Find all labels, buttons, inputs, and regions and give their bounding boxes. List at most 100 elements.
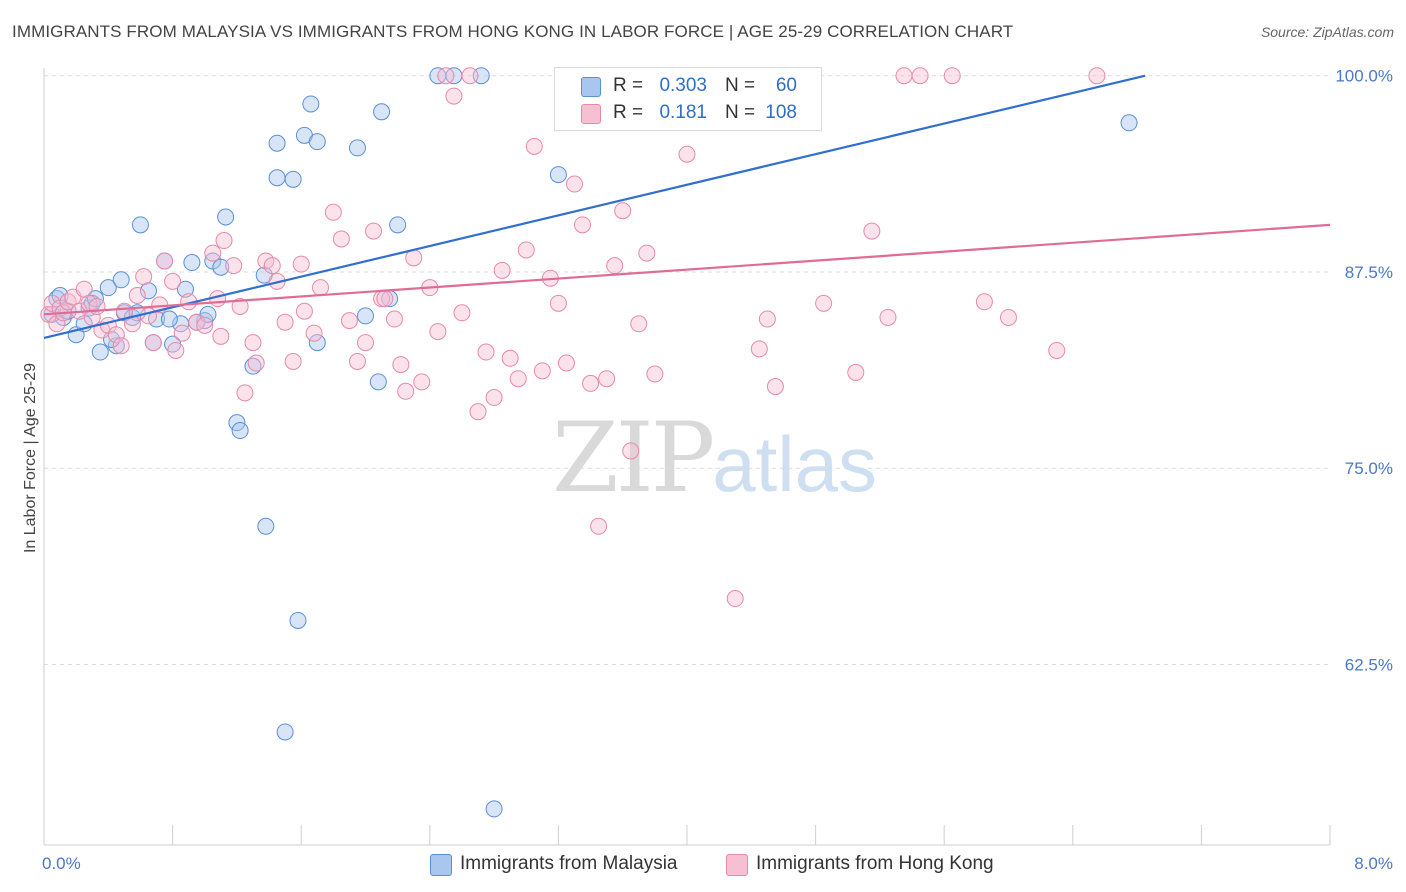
correlation-legend: R = 0.303 N = 60 R = 0.181 N = 108: [554, 67, 822, 131]
trend-lines: [43, 74, 1331, 339]
tick-labels: 62.5% 75.0% 87.5% 100.0% 0.0% 8.0% In Labor Fo…: [22, 67, 1393, 873]
y-axis-label: In Labor Force | Age 25-29: [22, 363, 39, 553]
malaysia-point: [268, 134, 286, 152]
hongkong-point: [173, 324, 191, 342]
legend-r-value: 0.303: [659, 75, 707, 96]
hongkong-point: [557, 354, 575, 372]
malaysia-point: [176, 280, 194, 298]
hongkong-point: [501, 349, 519, 367]
y-tick-label: 62.5%: [1345, 655, 1393, 674]
malaysia-point: [244, 357, 262, 375]
hongkong-point: [107, 326, 125, 344]
hongkong-point: [236, 384, 254, 402]
hongkong-point: [392, 356, 410, 374]
hongkong-point: [493, 261, 511, 279]
hongkong-point: [167, 341, 185, 359]
hongkong-point: [365, 222, 383, 240]
hongkong-point: [263, 257, 281, 275]
hongkong-point: [164, 272, 182, 290]
hongkong-point: [461, 67, 479, 85]
malaysia-point: [348, 139, 366, 157]
hongkong-point: [348, 352, 366, 370]
hongkong-point: [590, 517, 608, 535]
hongkong-point: [895, 67, 913, 85]
hongkong-point: [750, 340, 768, 358]
malaysia-point: [212, 258, 230, 276]
x-tick-label: 8.0%: [1354, 854, 1393, 873]
hongkong-point: [646, 365, 664, 383]
hongkong-point: [1048, 341, 1066, 359]
malaysia-point: [357, 307, 374, 325]
series-label-malaysia: Immigrants from Malaysia: [460, 853, 678, 874]
malaysia-point: [231, 422, 249, 440]
hongkong-point: [247, 354, 265, 372]
hongkong-point: [212, 327, 230, 345]
malaysia-point: [302, 95, 320, 113]
malaysia-point: [112, 271, 130, 289]
malaysia-point: [276, 723, 294, 741]
hongkong-point: [284, 352, 302, 370]
legend-n-label: N =: [725, 75, 756, 96]
malaysia-point: [308, 334, 326, 352]
hongkong-point: [128, 287, 146, 304]
hongkong-point: [911, 67, 929, 85]
hongkong-point: [324, 203, 342, 221]
legend-r-value: 0.181: [659, 102, 707, 123]
hongkong-point: [565, 175, 583, 193]
legend-row-malaysia: R = 0.303 N = 60: [555, 73, 821, 99]
hongkong-point: [1088, 67, 1106, 85]
data-points: [40, 67, 1138, 818]
hongkong-point: [549, 294, 567, 312]
chart-title: IMMIGRANTS FROM MALAYSIA VS IMMIGRANTS F…: [12, 22, 1014, 41]
malaysia-point: [284, 170, 302, 188]
malaysia-point: [160, 310, 178, 328]
hongkong-point: [397, 382, 415, 400]
axes: [43, 68, 1331, 846]
hongkong-point: [112, 337, 130, 355]
legend-r-label: R =: [613, 75, 644, 96]
malaysia-point: [183, 254, 201, 272]
hongkong-point: [295, 302, 313, 320]
watermark: ZIPatlas: [552, 402, 877, 514]
hongkong-point: [469, 403, 487, 421]
hongkong-point: [477, 343, 495, 361]
hongkong-point: [863, 222, 881, 240]
series-swatch-hongkong: [726, 854, 748, 876]
hongkong-point: [1000, 308, 1017, 326]
hongkong-point: [766, 378, 784, 396]
hongkong-point: [525, 137, 543, 155]
malaysia-point: [131, 216, 149, 234]
hongkong-point: [975, 293, 993, 311]
hongkong-point: [606, 257, 624, 275]
grid: [44, 75, 1330, 665]
hongkong-point: [311, 279, 329, 297]
watermark-atlas: atlas: [712, 420, 877, 508]
hongkong-point: [292, 255, 310, 273]
hongkong-point: [630, 315, 648, 333]
hongkong-point: [196, 316, 214, 334]
hongkong-point: [517, 241, 535, 259]
hongkong-point: [75, 280, 93, 298]
hongkong-point: [678, 145, 696, 163]
hongkong-point: [144, 334, 162, 352]
hongkong-point: [225, 257, 243, 275]
hongkong-trend-line: [43, 223, 1331, 316]
source-credit: Source: ZipAtlas.com: [1260, 24, 1394, 40]
hongkong-point: [582, 374, 600, 392]
malaysia-point: [485, 800, 503, 818]
hongkong-point: [59, 293, 77, 311]
y-tick-label: 87.5%: [1345, 263, 1393, 282]
malaysia-point: [308, 133, 326, 151]
hongkong-point: [533, 362, 551, 380]
hongkong-point: [305, 324, 323, 342]
malaysia-point: [1120, 114, 1138, 132]
x-tick-label: 0.0%: [42, 854, 81, 873]
hongkong-point: [453, 304, 471, 322]
hongkong-point: [135, 268, 153, 286]
hongkong-point: [598, 370, 616, 388]
hongkong-point: [614, 202, 632, 220]
malaysia-point: [91, 343, 109, 361]
malaysia-point: [268, 169, 286, 187]
y-tick-label: 100.0%: [1335, 67, 1393, 86]
